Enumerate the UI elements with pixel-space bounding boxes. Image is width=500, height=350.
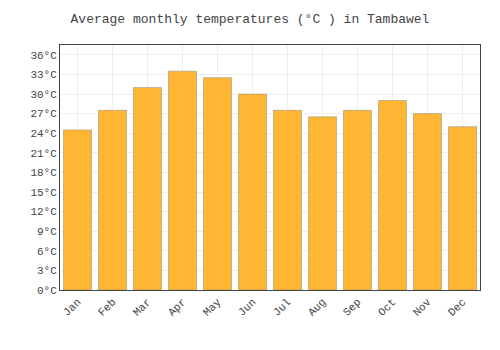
svg-text:27°C: 27°C	[30, 108, 57, 120]
svg-text:15°C: 15°C	[30, 187, 57, 199]
svg-text:30°C: 30°C	[30, 89, 57, 101]
svg-text:Mar: Mar	[131, 296, 153, 318]
svg-text:Jan: Jan	[61, 296, 83, 318]
svg-text:21°C: 21°C	[30, 148, 57, 160]
svg-text:Jun: Jun	[236, 296, 258, 318]
svg-text:0°C: 0°C	[37, 285, 57, 297]
svg-text:Sep: Sep	[341, 296, 363, 318]
svg-text:Average monthly temperatures (: Average monthly temperatures (°C ) in Ta…	[71, 12, 430, 27]
svg-text:May: May	[201, 296, 224, 319]
svg-text:33°C: 33°C	[30, 69, 57, 81]
svg-text:Apr: Apr	[166, 296, 188, 318]
svg-text:12°C: 12°C	[30, 206, 57, 218]
svg-text:9°C: 9°C	[37, 226, 57, 238]
svg-text:3°C: 3°C	[37, 265, 57, 277]
svg-text:36°C: 36°C	[30, 50, 57, 62]
svg-text:6°C: 6°C	[37, 246, 57, 258]
svg-text:18°C: 18°C	[30, 167, 57, 179]
svg-text:Jul: Jul	[271, 296, 293, 318]
svg-text:Nov: Nov	[411, 296, 434, 319]
svg-text:24°C: 24°C	[30, 128, 57, 140]
svg-text:Feb: Feb	[96, 296, 118, 318]
svg-text:Dec: Dec	[446, 296, 468, 318]
svg-text:Oct: Oct	[376, 296, 398, 318]
svg-text:Aug: Aug	[306, 296, 328, 318]
